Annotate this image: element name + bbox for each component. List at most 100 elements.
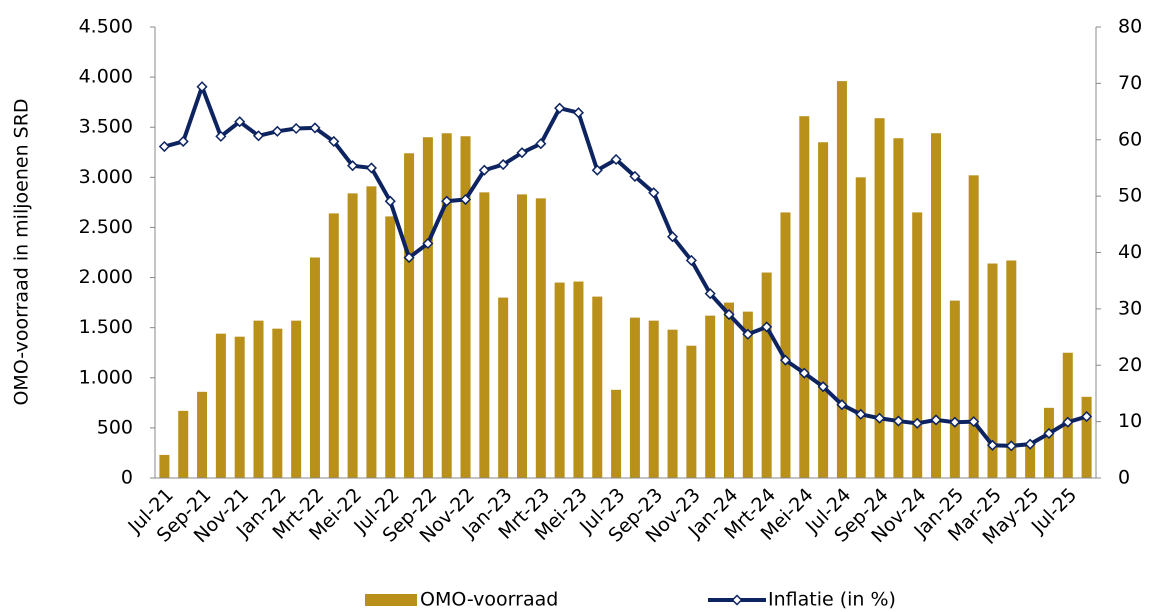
bar xyxy=(799,116,810,478)
line-marker xyxy=(384,195,396,207)
line-marker xyxy=(158,140,170,153)
y-tick-label: 4.500 xyxy=(79,16,133,38)
bar xyxy=(931,133,942,479)
line-marker xyxy=(1024,438,1036,450)
line-marker xyxy=(177,135,189,148)
line-marker xyxy=(478,164,490,176)
line-marker xyxy=(949,416,961,428)
line-marker xyxy=(328,135,340,148)
line-marker xyxy=(516,147,528,159)
bar xyxy=(836,81,847,479)
bar xyxy=(516,194,527,479)
line-marker xyxy=(648,187,660,199)
bar xyxy=(441,133,452,479)
line-marker xyxy=(704,288,716,300)
line-marker xyxy=(723,308,735,321)
bar xyxy=(912,212,923,478)
bar xyxy=(724,302,735,478)
line-marker xyxy=(347,160,359,172)
bar xyxy=(366,186,377,478)
line-marker xyxy=(666,231,679,243)
bar xyxy=(592,296,603,478)
line-marker xyxy=(290,122,302,135)
bar xyxy=(554,282,565,478)
bar xyxy=(648,320,659,478)
bar xyxy=(460,136,471,478)
line-marker xyxy=(836,399,848,411)
line-marker xyxy=(309,122,321,134)
line-marker xyxy=(196,81,208,93)
legend-label: Inflatie (in %) xyxy=(768,589,896,611)
bar xyxy=(178,410,189,478)
line-marker xyxy=(874,412,886,424)
line-marker xyxy=(986,439,999,451)
line-marker xyxy=(855,408,867,420)
line-marker xyxy=(271,125,283,137)
bar xyxy=(328,213,339,478)
bar xyxy=(272,328,283,478)
bar xyxy=(1081,396,1092,478)
bar xyxy=(347,193,358,478)
bar xyxy=(818,142,829,478)
bar xyxy=(780,212,791,478)
line-marker xyxy=(252,130,265,142)
y2-tick-label: 40 xyxy=(1118,241,1142,263)
bar xyxy=(968,175,979,478)
line-marker xyxy=(685,254,697,266)
bar xyxy=(1006,260,1017,478)
legend-swatch xyxy=(365,594,417,606)
line-marker xyxy=(610,153,622,166)
line-marker xyxy=(554,102,566,114)
bar xyxy=(893,138,904,478)
bar xyxy=(667,329,678,478)
y-axis-label: OMO-voorraad in miljoenen SRD xyxy=(11,98,33,405)
bar xyxy=(987,263,998,478)
line-marker xyxy=(403,252,415,264)
bar xyxy=(705,315,716,478)
bar xyxy=(1062,352,1073,478)
y2-tick-label: 10 xyxy=(1118,410,1142,432)
bar xyxy=(742,311,753,478)
line-marker xyxy=(930,414,942,426)
bar xyxy=(629,317,640,478)
y2-tick-label: 80 xyxy=(1118,16,1142,38)
line-marker xyxy=(572,107,585,119)
y2-tick-label: 20 xyxy=(1118,354,1142,376)
bar xyxy=(215,333,226,478)
y-tick-label: 3.000 xyxy=(79,166,133,188)
bar xyxy=(479,192,490,478)
line-marker xyxy=(798,367,810,379)
line xyxy=(163,80,1088,448)
y2-tick-label: 70 xyxy=(1118,72,1142,94)
y2-tick-label: 50 xyxy=(1118,185,1142,207)
line-marker xyxy=(441,195,453,207)
line-marker xyxy=(215,130,227,142)
line-marker xyxy=(365,162,377,174)
line-marker xyxy=(535,138,547,150)
y-tick-label: 3.500 xyxy=(79,116,133,138)
bar xyxy=(1043,407,1054,478)
line-marker xyxy=(1005,440,1017,452)
bar xyxy=(197,391,208,478)
line-marker xyxy=(911,417,923,429)
bar xyxy=(855,177,866,479)
bar xyxy=(1025,442,1036,478)
bar xyxy=(309,257,320,478)
line-marker xyxy=(459,193,472,206)
legend-marker xyxy=(731,594,743,606)
bar xyxy=(498,297,509,478)
line-marker xyxy=(968,416,980,428)
line-marker xyxy=(779,354,792,366)
line-marker xyxy=(761,321,773,333)
bar xyxy=(291,320,302,478)
y2-tick-label: 60 xyxy=(1118,128,1142,150)
y-tick-label: 1.500 xyxy=(79,316,133,338)
bar xyxy=(573,281,584,478)
y-tick-label: 1.000 xyxy=(79,366,133,388)
bar xyxy=(234,336,245,478)
line-marker xyxy=(1043,427,1055,440)
line-marker xyxy=(629,170,641,182)
line-marker xyxy=(422,237,434,250)
line-marker xyxy=(1081,410,1093,423)
legend-label: OMO-voorraad xyxy=(420,589,558,611)
